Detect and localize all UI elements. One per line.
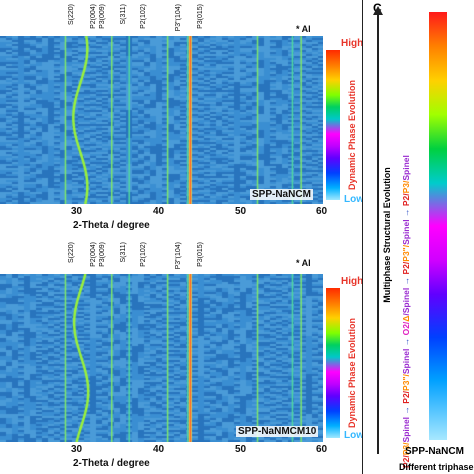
sequence-token: P3"/ bbox=[401, 244, 411, 262]
sequence-token: P2/ bbox=[401, 261, 411, 275]
peak-label: S(311) bbox=[120, 242, 127, 263]
x-axis-title: 2-Theta / degree bbox=[73, 220, 150, 231]
peak-label: P2(004) bbox=[90, 242, 97, 267]
sequence-token: Spinel bbox=[401, 348, 411, 375]
sequence-token: P3"/ bbox=[401, 374, 411, 391]
sequence-token: P2/ bbox=[401, 193, 411, 207]
peak-label: P2(004) bbox=[90, 4, 97, 29]
sequence-token: → bbox=[401, 206, 411, 220]
sample-label: SPP-NaNCM bbox=[250, 189, 313, 200]
x-tick: 30 bbox=[71, 206, 83, 217]
phase-sequence-text: P2/P3/Spinel → P2/P3"/Spinel → O2/Δ/Spin… bbox=[399, 10, 413, 468]
peak-label: S(220) bbox=[68, 4, 75, 26]
x-tick: 60 bbox=[316, 444, 328, 455]
color-scale-bar bbox=[326, 288, 340, 438]
color-scale-bar bbox=[326, 50, 340, 200]
sample-label: SPP-NaNCM bbox=[405, 446, 464, 457]
heatmap-top bbox=[0, 36, 323, 204]
sequence-token: → bbox=[401, 335, 411, 349]
sequence-token: Spinel bbox=[401, 155, 411, 181]
cbar-high-label: High bbox=[341, 276, 364, 287]
sequence-token: P3/ bbox=[401, 180, 411, 194]
al-marker: * Al bbox=[296, 24, 311, 34]
peak-label: S(311) bbox=[120, 4, 127, 25]
y-axis-title: Multiphase Structural Evolution bbox=[382, 167, 392, 303]
sample-label: SPP-NaNMCM10 bbox=[236, 426, 319, 437]
peak-label: P3"(104) bbox=[175, 4, 182, 32]
sequence-token: P2/ bbox=[401, 390, 411, 404]
x-tick: 30 bbox=[71, 444, 83, 455]
cbar-title: Dynamic Phase Evolution bbox=[347, 79, 357, 190]
peak-label: P2(102) bbox=[140, 4, 147, 29]
al-marker: * Al bbox=[296, 258, 311, 268]
peak-label: P3(009) bbox=[99, 4, 106, 29]
sequence-token: Spinel bbox=[401, 219, 411, 245]
cbar-low-label: Low bbox=[344, 430, 364, 441]
x-tick: 50 bbox=[235, 444, 247, 455]
sequence-token: Δ bbox=[401, 315, 411, 322]
caption-text: Different triphase e bbox=[399, 462, 474, 472]
x-axis-title: 2-Theta / degree bbox=[73, 458, 150, 469]
x-tick: 60 bbox=[316, 206, 328, 217]
up-arrow-icon bbox=[373, 6, 383, 15]
peak-label: P3(015) bbox=[197, 242, 204, 267]
heatmap-bottom bbox=[0, 274, 323, 442]
peak-label: P3(009) bbox=[99, 242, 106, 267]
x-tick: 40 bbox=[153, 444, 165, 455]
panel-c: C Multiphase Structural Evolution P2/P3/… bbox=[362, 0, 474, 474]
sequence-token: → bbox=[401, 403, 411, 417]
peak-label: P2(102) bbox=[140, 242, 147, 267]
y-axis-line bbox=[377, 14, 379, 454]
x-tick: 40 bbox=[153, 206, 165, 217]
cbar-title: Dynamic Phase Evolution bbox=[347, 317, 357, 428]
evolution-color-bar bbox=[429, 12, 447, 440]
x-tick: 50 bbox=[235, 206, 247, 217]
sequence-token: → bbox=[401, 274, 411, 288]
sequence-token: Spinel bbox=[401, 416, 411, 443]
peak-label: P3"(104) bbox=[175, 242, 182, 270]
sequence-token: O2/ bbox=[401, 321, 411, 336]
cbar-high-label: High bbox=[341, 38, 364, 49]
peak-label: S(220) bbox=[68, 242, 75, 264]
cbar-low-label: Low bbox=[344, 194, 364, 205]
sequence-token: /Spinel bbox=[401, 287, 411, 316]
peak-label: P3(015) bbox=[197, 4, 204, 29]
